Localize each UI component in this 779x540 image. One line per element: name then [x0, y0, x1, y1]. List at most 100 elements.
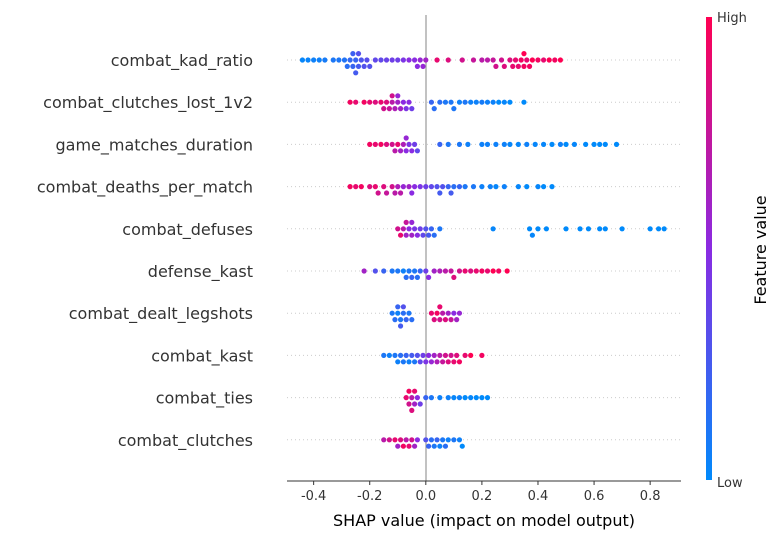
shap-point — [501, 99, 507, 105]
shap-point — [434, 437, 440, 443]
shap-point — [403, 106, 409, 112]
x-tick-label: 0.6 — [584, 489, 605, 504]
shap-point — [344, 63, 350, 69]
shap-point — [316, 57, 322, 63]
shap-point — [367, 141, 373, 147]
shap-point — [619, 226, 625, 232]
shap-point — [451, 395, 457, 401]
shap-point — [358, 184, 364, 190]
shap-point — [456, 310, 463, 316]
shap-point — [414, 395, 420, 401]
shap-point — [347, 99, 353, 105]
shap-point — [406, 359, 412, 365]
shap-point — [409, 219, 415, 225]
shap-point — [392, 437, 398, 443]
shap-point — [409, 352, 415, 358]
x-tick-label: 0.2 — [472, 489, 493, 504]
shap-point — [395, 310, 401, 316]
shap-point — [465, 141, 471, 147]
shap-point — [426, 232, 432, 238]
shap-point — [409, 274, 415, 280]
shap-point — [456, 268, 463, 274]
shap-point — [381, 352, 387, 358]
shap-point — [479, 352, 485, 358]
shap-point — [451, 359, 457, 365]
shap-point — [496, 99, 502, 105]
shap-point — [389, 310, 395, 316]
shap-point — [456, 437, 463, 443]
shap-point — [420, 63, 426, 69]
shap-point — [437, 304, 443, 310]
shap-point — [487, 184, 493, 190]
shap-point — [409, 407, 415, 413]
shap-point — [417, 184, 423, 190]
shap-point — [437, 395, 443, 401]
shap-point — [661, 226, 667, 232]
x-ticks: -0.4 -0.2 0.0 0.2 0.4 0.6 0.8 — [301, 481, 661, 504]
shap-point — [411, 388, 418, 394]
shap-point — [417, 57, 423, 63]
shap-point — [445, 184, 451, 190]
shap-point — [389, 93, 395, 99]
shap-point — [381, 268, 387, 274]
shap-point — [400, 268, 406, 274]
shap-point — [468, 268, 474, 274]
shap-point — [367, 63, 373, 69]
shap-point — [437, 141, 443, 147]
shap-point — [395, 99, 401, 105]
shap-point — [411, 226, 418, 232]
shap-point — [535, 57, 541, 63]
shap-point — [414, 232, 420, 238]
shap-point — [442, 317, 449, 323]
shap-point — [409, 232, 415, 238]
shap-point — [423, 226, 429, 232]
shap-point — [563, 141, 569, 147]
shap-point — [451, 310, 457, 316]
shap-point — [504, 268, 510, 274]
shap-point — [403, 274, 409, 280]
shap-point — [440, 359, 446, 365]
shap-point — [431, 106, 437, 112]
shap-point — [484, 268, 491, 274]
shap-point — [462, 184, 468, 190]
shap-point — [397, 190, 404, 196]
shap-point — [386, 437, 392, 443]
shap-point — [434, 310, 440, 316]
shap-point — [400, 226, 406, 232]
shap-point — [417, 401, 423, 407]
shap-point — [378, 141, 384, 147]
shap-point — [507, 57, 513, 63]
shap-point — [473, 268, 479, 274]
shap-point — [414, 274, 420, 280]
shap-point — [529, 232, 535, 238]
shap-point — [417, 268, 423, 274]
shap-point — [535, 184, 541, 190]
shap-point — [389, 184, 395, 190]
shap-point — [397, 323, 404, 329]
shap-point — [448, 99, 454, 105]
feature-label: combat_defuses — [122, 220, 253, 240]
shap-point — [423, 395, 429, 401]
shap-point — [557, 57, 564, 63]
shap-point — [386, 352, 392, 358]
shap-point — [364, 57, 370, 63]
shap-point — [493, 184, 499, 190]
shap-point — [423, 57, 429, 63]
shap-point — [459, 443, 465, 449]
shap-point — [437, 190, 443, 196]
shap-point — [490, 268, 496, 274]
shap-point — [479, 141, 485, 147]
shap-point — [434, 184, 440, 190]
shap-point — [406, 141, 412, 147]
x-tick-label: 0.8 — [640, 489, 661, 504]
shap-point — [389, 99, 395, 105]
shap-point — [383, 190, 390, 196]
shap-point — [299, 57, 306, 63]
shap-point — [355, 51, 362, 57]
shap-point — [400, 304, 406, 310]
shap-point — [563, 226, 569, 232]
shap-point — [456, 99, 463, 105]
shap-point — [395, 93, 401, 99]
shap-point — [490, 99, 496, 105]
